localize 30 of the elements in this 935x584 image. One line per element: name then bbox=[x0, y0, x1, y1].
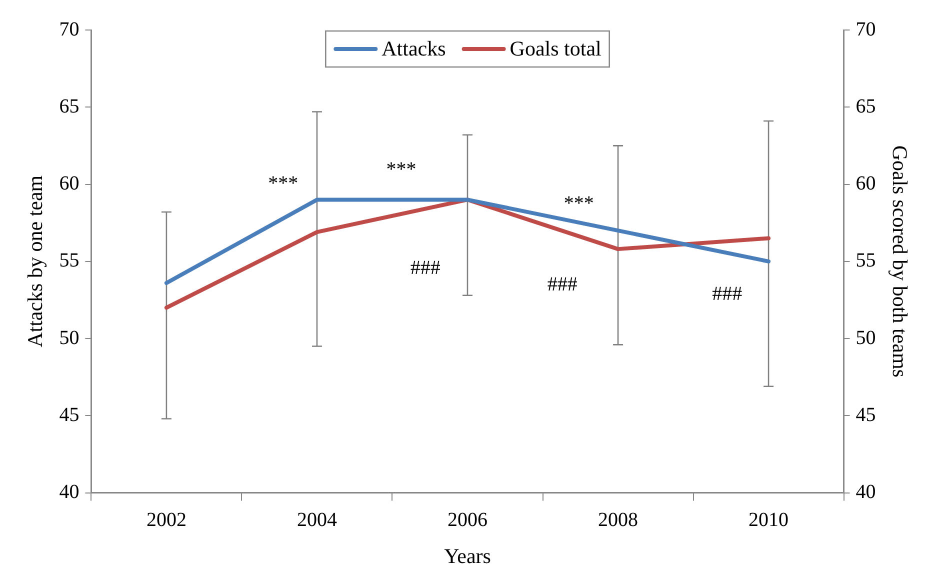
annotation: *** bbox=[268, 172, 298, 194]
y-axis-title: Attacks by one team bbox=[23, 175, 48, 348]
x-axis-title: Years bbox=[444, 544, 491, 568]
y-tick-label: 40 bbox=[59, 481, 80, 504]
x-tick-label: 2010 bbox=[748, 509, 789, 532]
x-tick-label: 2006 bbox=[448, 509, 488, 532]
annotation: *** bbox=[386, 158, 416, 180]
legend-label: Attacks bbox=[382, 36, 446, 61]
y2-tick-label: 70 bbox=[856, 18, 876, 40]
y-tick-label: 70 bbox=[59, 18, 80, 40]
y2-tick-label: 40 bbox=[856, 481, 876, 504]
y2-tick-label: 65 bbox=[856, 95, 876, 118]
x-tick-label: 2004 bbox=[296, 509, 337, 532]
legend-label: Goals total bbox=[510, 36, 602, 61]
annotation: ### bbox=[410, 257, 440, 280]
x-tick-label: 2008 bbox=[598, 509, 638, 532]
y2-tick-label: 55 bbox=[856, 250, 876, 272]
y-tick-label: 60 bbox=[59, 172, 80, 195]
y2-tick-label: 50 bbox=[856, 326, 876, 349]
annotation: ### bbox=[547, 273, 578, 296]
x-tick-label: 2002 bbox=[146, 509, 186, 532]
annotation: ### bbox=[712, 282, 742, 305]
y2-tick-label: 60 bbox=[856, 172, 876, 195]
y-tick-label: 50 bbox=[59, 326, 80, 349]
y2-axis-title: Goals scored by both teams bbox=[888, 145, 912, 378]
y-tick-label: 55 bbox=[59, 250, 80, 272]
annotation: *** bbox=[564, 192, 594, 215]
y-tick-label: 45 bbox=[59, 404, 80, 426]
y-tick-label: 65 bbox=[59, 95, 80, 118]
y2-tick-label: 45 bbox=[856, 404, 876, 426]
